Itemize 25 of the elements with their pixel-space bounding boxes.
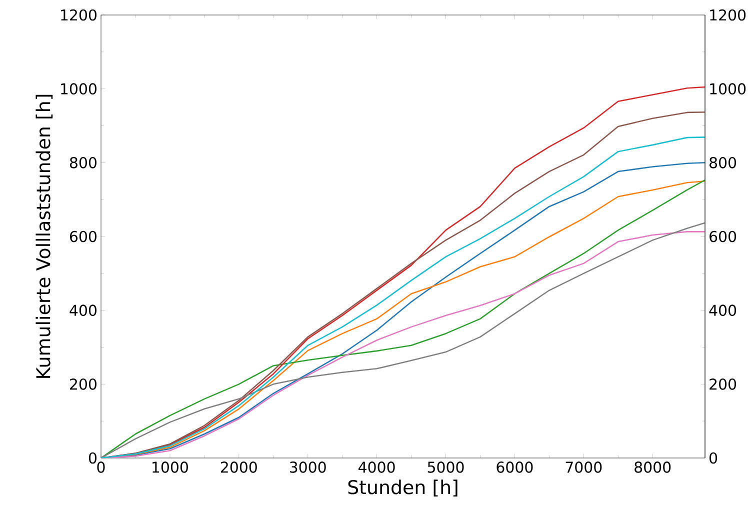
y2-tick-label: 1200 <box>710 9 746 21</box>
x-tick-label: 8000 <box>634 462 671 473</box>
y-tick-label: 1200 <box>61 9 96 21</box>
y-tick-label: 400 <box>70 304 96 316</box>
x-tick-label: 0 <box>97 462 105 473</box>
y2-tick-label: 0 <box>710 452 718 464</box>
x-tick-label: 3000 <box>290 462 326 473</box>
y-tick-label: 200 <box>70 378 96 390</box>
x-tick-label: 1000 <box>152 462 188 473</box>
y2-tick-label: 400 <box>709 304 736 316</box>
y2-tick-label: 600 <box>710 230 736 242</box>
y2-tick-label: 200 <box>710 378 736 390</box>
y-tick-label: 0 <box>88 452 96 464</box>
x-tick-label: 5000 <box>428 462 464 473</box>
x-axis-title: Stunden [h] <box>348 480 458 497</box>
y2-tick-label: 1000 <box>710 83 746 94</box>
y-tick-label: 800 <box>70 157 96 168</box>
y-axis-title: Kumulierte Volllaststunden [h] <box>36 94 53 378</box>
x-tick-label: 4000 <box>358 462 395 473</box>
x-tick-label: 6000 <box>496 462 533 473</box>
x-tick-label: 2000 <box>220 462 257 473</box>
x-tick-label: 7000 <box>566 462 602 473</box>
y-tick-label: 600 <box>70 230 96 242</box>
y2-tick-label: 800 <box>710 157 736 168</box>
y-tick-label: 1000 <box>61 83 96 94</box>
